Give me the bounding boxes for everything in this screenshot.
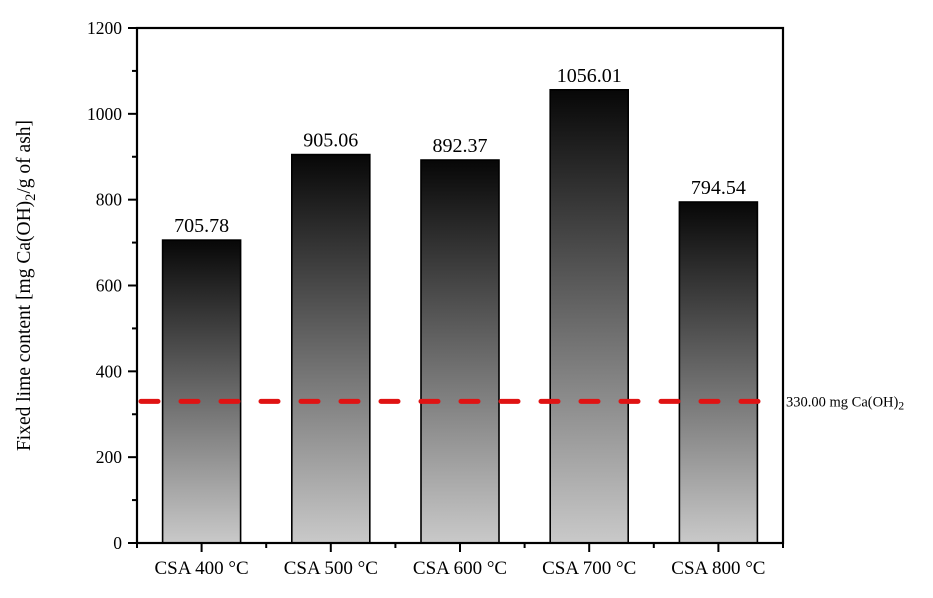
y-tick-label: 200 — [96, 447, 123, 467]
y-tick-label: 600 — [96, 276, 123, 296]
x-tick-label: CSA 500 °C — [284, 558, 378, 579]
bar — [420, 159, 500, 544]
y-tick-label: 0 — [113, 533, 122, 553]
x-tick-label: CSA 700 °C — [542, 558, 636, 579]
y-tick-label: 1000 — [87, 104, 122, 124]
x-tick-label: CSA 800 °C — [671, 558, 765, 579]
x-tick-label: CSA 400 °C — [155, 558, 249, 579]
y-tick-label: 1200 — [87, 18, 122, 38]
bar-value-label: 705.78 — [174, 215, 229, 237]
y-tick-label: 800 — [96, 190, 123, 210]
y-tick-label: 400 — [96, 361, 123, 381]
bar — [549, 88, 630, 544]
plot-frame — [135, 26, 785, 545]
reference-line-label: 330.00 mg Ca(OH)2 — [786, 394, 904, 412]
bar-value-label: 794.54 — [691, 177, 746, 199]
bar — [161, 239, 242, 544]
y-axis-title: Fixed lime content [mg Ca(OH)2/g of ash] — [14, 120, 39, 451]
x-tick-label: CSA 600 °C — [413, 558, 507, 579]
bar-value-label: 1056.01 — [557, 65, 622, 87]
bar-value-label: 892.37 — [433, 135, 488, 157]
bar-value-label: 905.06 — [303, 130, 358, 152]
bar — [678, 201, 759, 544]
bar — [290, 153, 371, 544]
